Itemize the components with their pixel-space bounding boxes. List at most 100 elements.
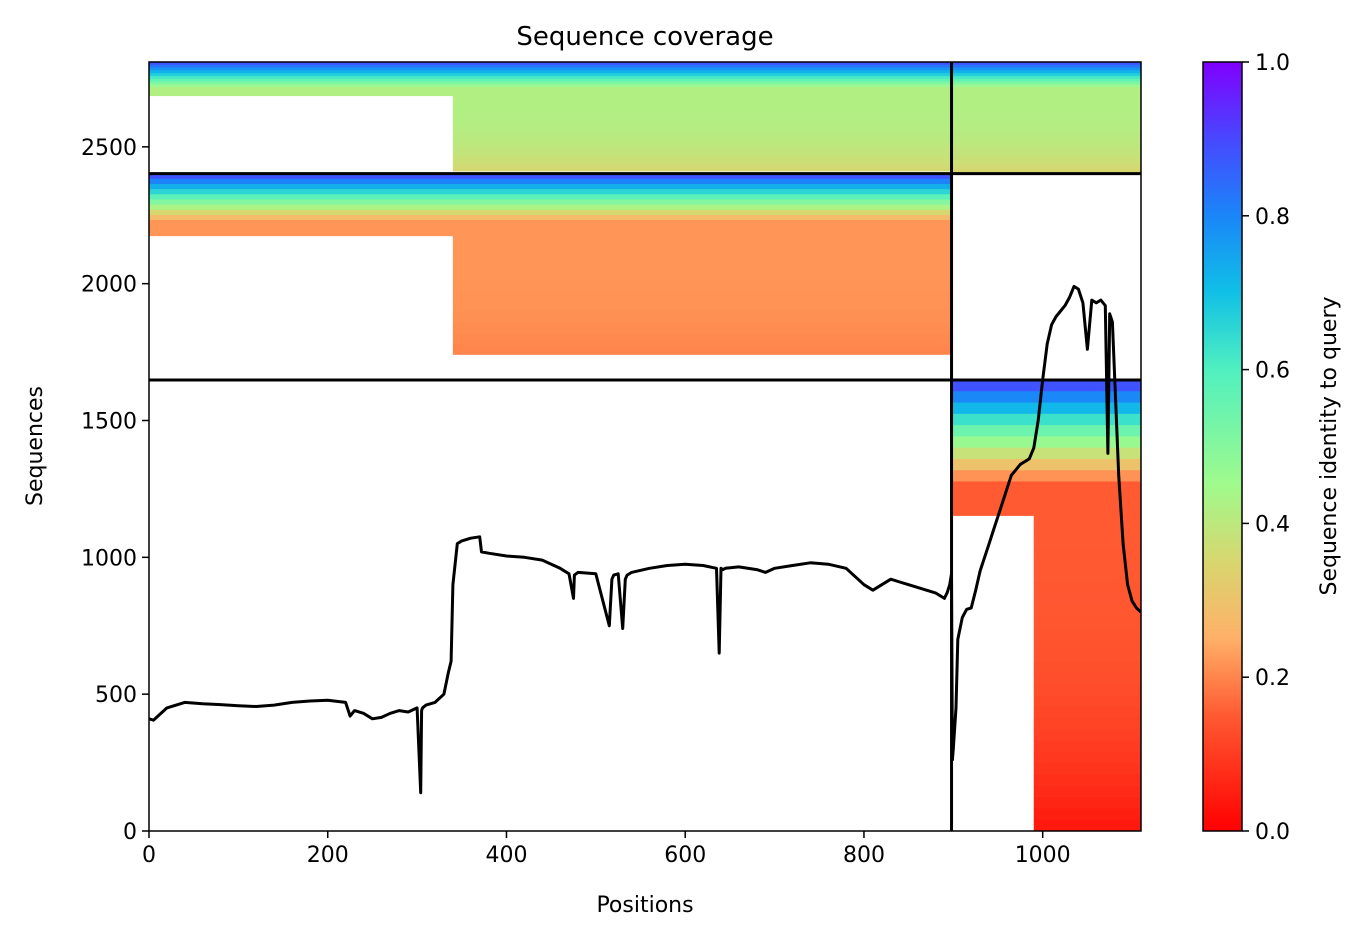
msa-row-band (149, 78, 952, 83)
msa-row-band (951, 151, 1141, 155)
msa-row-band (951, 447, 1141, 460)
msa-row-band (149, 70, 952, 74)
msa-row-band (1033, 582, 1141, 595)
msa-row-band (951, 470, 1141, 483)
msa-row-band (452, 323, 952, 330)
coverage-line (149, 284, 1141, 795)
msa-row-band (452, 281, 952, 288)
msa-row-band (951, 148, 1141, 152)
msa-row-band (149, 62, 952, 66)
msa-row-band (1033, 718, 1141, 731)
msa-row-band (951, 87, 1141, 91)
msa-row-band (452, 137, 952, 141)
msa-row-band (1033, 740, 1141, 753)
msa-row-band (951, 504, 1141, 516)
msa-row-band (1033, 605, 1141, 618)
msa-row-band (1033, 808, 1141, 821)
msa-row-band (452, 123, 952, 127)
msa-row-band (951, 142, 1141, 147)
msa-row-band (1033, 616, 1141, 629)
msa-row-band (1033, 549, 1141, 561)
msa-row-band (149, 75, 952, 80)
msa-row-band (452, 95, 952, 99)
msa-row-band (149, 225, 952, 232)
msa-row-band (1033, 695, 1141, 708)
msa-row-band (1033, 639, 1141, 652)
msa-row-band (951, 140, 1141, 144)
msa-row-band (951, 168, 1141, 172)
y-tick-label: 2000 (81, 273, 137, 298)
msa-row-band (951, 92, 1141, 97)
msa-row-band (452, 131, 952, 136)
y-axis: 0 500 1000 1500 2000 2500 (81, 136, 149, 845)
msa-row-band (951, 78, 1141, 83)
msa-row-band (149, 189, 952, 195)
msa-row-band (452, 109, 952, 113)
y-tick-label: 1000 (81, 546, 137, 571)
colorbar-label: Sequence identity to query (1317, 296, 1342, 595)
y-tick-label: 1500 (81, 410, 137, 435)
msa-row-band (149, 87, 952, 91)
msa-row-band (951, 458, 1141, 471)
msa-row-band (452, 151, 952, 155)
msa-row-band (149, 173, 952, 180)
msa-row-band (149, 73, 952, 77)
x-tick-label: 400 (485, 843, 527, 868)
msa-row-band (1033, 819, 1141, 831)
msa-row-band (452, 318, 952, 324)
msa-row-band (452, 120, 952, 125)
msa-row-band (1033, 661, 1141, 674)
y-tick-label: 2500 (81, 136, 137, 161)
msa-row-band (452, 126, 952, 130)
colorbar-ticks: 0.0 0.2 0.4 0.6 0.8 1.0 (1242, 51, 1290, 845)
msa-row-band (149, 81, 952, 85)
msa-row-band (452, 271, 952, 278)
colorbar-tick-label: 0.2 (1255, 666, 1290, 691)
x-tick-label: 0 (142, 843, 156, 868)
msa-row-band (951, 165, 1141, 169)
chart-title: Sequence coverage (516, 22, 773, 52)
x-tick-label: 800 (843, 843, 885, 868)
msa-row-band (1033, 515, 1141, 528)
msa-row-band (1033, 797, 1141, 810)
msa-row-band (1033, 526, 1141, 539)
msa-row-band (452, 292, 952, 299)
msa-row-band (149, 220, 952, 226)
msa-row-band (452, 312, 952, 319)
msa-row-band (452, 128, 952, 133)
msa-row-band (1033, 729, 1141, 742)
msa-row-band (951, 89, 1141, 94)
msa-row-band (951, 101, 1141, 105)
msa-row-band (149, 183, 952, 190)
msa-row-band (452, 145, 952, 150)
msa-row-band (452, 256, 952, 262)
x-tick-label: 200 (307, 843, 349, 868)
msa-row-band (1033, 706, 1141, 719)
msa-row-band (452, 333, 952, 340)
msa-row-band (1033, 673, 1141, 686)
msa-row-band (452, 165, 952, 169)
msa-row-band (452, 168, 952, 172)
msa-row-band (1033, 594, 1141, 607)
y-tick-label: 0 (123, 820, 137, 845)
msa-row-band (951, 159, 1141, 164)
msa-row-band (452, 117, 952, 122)
msa-row-band (951, 379, 1141, 392)
msa-row-band (452, 159, 952, 164)
msa-row-band (951, 109, 1141, 113)
msa-row-band (951, 84, 1141, 88)
x-tick-label: 1000 (1015, 843, 1071, 868)
msa-row-band (452, 134, 952, 138)
msa-row-band (951, 75, 1141, 80)
msa-row-band (452, 142, 952, 147)
x-axis: 0 200 400 600 800 1000 (142, 831, 1071, 868)
colorbar-tick-label: 0.6 (1255, 359, 1290, 384)
msa-row-band (452, 343, 952, 350)
msa-row-band (452, 162, 952, 166)
colorbar-tick-label: 0.0 (1255, 820, 1290, 845)
y-tick-label: 500 (95, 683, 137, 708)
msa-row-band (149, 209, 952, 216)
msa-row-band (452, 106, 952, 111)
msa-row-band (951, 391, 1141, 404)
